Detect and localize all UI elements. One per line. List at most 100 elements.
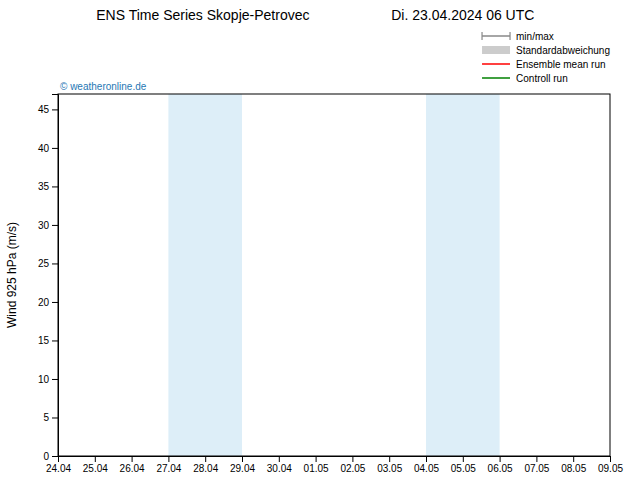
y-tick-mark: [52, 263, 58, 264]
x-tick-label: 04.05: [414, 463, 439, 474]
subtitle: Di. 23.04.2024 06 UTC: [391, 7, 534, 23]
x-tick: 05.05: [451, 456, 476, 474]
x-tick-mark: [573, 456, 574, 462]
x-tick: 02.05: [340, 456, 365, 474]
y-tick-mark: [52, 225, 58, 226]
title: ENS Time Series Skopje-Petrovec: [96, 7, 309, 23]
y-tick-label: 15: [38, 335, 50, 346]
x-tick: 27.04: [156, 456, 181, 474]
x-tick-label: 27.04: [156, 463, 181, 474]
chart: ENS Time Series Skopje-Petrovec Di. 23.04…: [0, 0, 634, 490]
x-axis: 24.04 25.04 26.04 27.04 28.04 29.04 30.04 01.05…: [46, 456, 623, 474]
x-tick-label: 28.04: [193, 463, 218, 474]
y-axis: 0 5 10 15 20 25 30 35 40 45: [38, 95, 59, 462]
y-tick: 0: [43, 451, 58, 462]
x-tick-mark: [205, 456, 206, 462]
plot-frame: [58, 94, 610, 456]
y-axis-title: Wind 925 hPa (m/s): [5, 222, 19, 328]
shaded-band: [168, 94, 242, 456]
legend-label: Standardabweichung: [516, 45, 610, 56]
x-tick-mark: [500, 456, 501, 462]
x-tick-label: 06.05: [488, 463, 513, 474]
x-tick-mark: [316, 456, 317, 462]
x-tick-label: 30.04: [267, 463, 292, 474]
y-tick-label: 0: [43, 451, 49, 462]
y-tick-label: 5: [43, 412, 49, 423]
y-tick-label: 30: [38, 220, 50, 231]
legend-label: Ensemble mean run: [516, 59, 606, 70]
y-tick: 5: [43, 412, 58, 423]
legend-swatch: [482, 78, 510, 79]
y-tick-mark: [52, 148, 58, 149]
x-tick-mark: [132, 456, 133, 462]
x-tick: 06.05: [488, 456, 513, 474]
x-tick-mark: [242, 456, 243, 462]
legend-item: Standardabweichung: [482, 45, 610, 56]
legend-swatch-line: [482, 63, 510, 65]
y-tick: 25: [38, 258, 58, 269]
legend-swatch-line: [482, 35, 510, 37]
x-tick-label: 03.05: [377, 463, 402, 474]
x-tick: 03.05: [377, 456, 402, 474]
shaded-band: [426, 94, 500, 456]
x-tick-mark: [426, 456, 427, 462]
x-tick: 08.05: [561, 456, 586, 474]
legend-swatch-cap: [481, 32, 482, 40]
marks: [168, 94, 499, 456]
y-tick: 35: [38, 181, 58, 192]
y-tick-mark: [52, 379, 58, 380]
x-tick-label: 02.05: [340, 463, 365, 474]
x-tick-label: 24.04: [46, 463, 71, 474]
plot: 24.04 25.04 26.04 27.04 28.04 29.04 30.04 01.05…: [38, 94, 624, 474]
x-tick-label: 07.05: [524, 463, 549, 474]
y-tick-label: 20: [38, 297, 50, 308]
x-tick-mark: [610, 456, 611, 462]
y-tick-label: 45: [38, 104, 50, 115]
x-tick-mark: [168, 456, 169, 462]
y-tick: 45: [38, 104, 58, 115]
y-tick-label: 25: [38, 258, 50, 269]
legend-item: Ensemble mean run: [482, 59, 606, 70]
legend-swatch: [482, 46, 510, 54]
legend-swatch-line: [482, 77, 510, 79]
x-tick: 04.05: [414, 456, 439, 474]
y-tick: 10: [38, 374, 58, 385]
x-tick-mark: [95, 456, 96, 462]
x-tick-label: 01.05: [304, 463, 329, 474]
x-tick: 30.04: [267, 456, 292, 474]
y-tick-mark: [52, 340, 58, 341]
y-tick-label: 40: [38, 143, 50, 154]
legend: min/max Standardabweichung Ensemble mean r…: [482, 31, 610, 84]
x-tick-label: 25.04: [83, 463, 108, 474]
x-tick-mark: [463, 456, 464, 462]
legend-swatch-band: [482, 46, 510, 54]
x-tick-label: 29.04: [230, 463, 255, 474]
y-tick: 30: [38, 220, 58, 231]
x-tick: 26.04: [120, 456, 145, 474]
y-tick-mark: [52, 302, 58, 303]
x-tick: 01.05: [304, 456, 329, 474]
y-tick-mark: [52, 456, 58, 457]
x-tick-label: 26.04: [120, 463, 145, 474]
x-axis-line: [59, 457, 611, 463]
x-tick: 29.04: [230, 456, 255, 474]
legend-swatch: [482, 32, 510, 40]
x-tick-label: 09.05: [598, 463, 623, 474]
y-tick-mark: [52, 417, 58, 418]
y-tick: 15: [38, 335, 58, 346]
x-tick: 09.05: [598, 456, 623, 474]
x-tick: 24.04: [46, 456, 71, 474]
y-tick: 40: [38, 143, 58, 154]
y-tick-label: 35: [38, 181, 50, 192]
x-tick: 07.05: [524, 456, 549, 474]
y-tick-mark: [52, 109, 58, 110]
legend-item: Controll run: [482, 73, 568, 84]
y-tick: 20: [38, 297, 58, 308]
legend-swatch: [482, 64, 510, 65]
annotation: © weatheronline.de: [60, 81, 147, 92]
x-tick-mark: [389, 456, 390, 462]
x-tick-label: 05.05: [451, 463, 476, 474]
legend-swatch-cap: [509, 32, 510, 40]
y-tick-mark: [52, 186, 58, 187]
legend-label: min/max: [516, 31, 554, 42]
